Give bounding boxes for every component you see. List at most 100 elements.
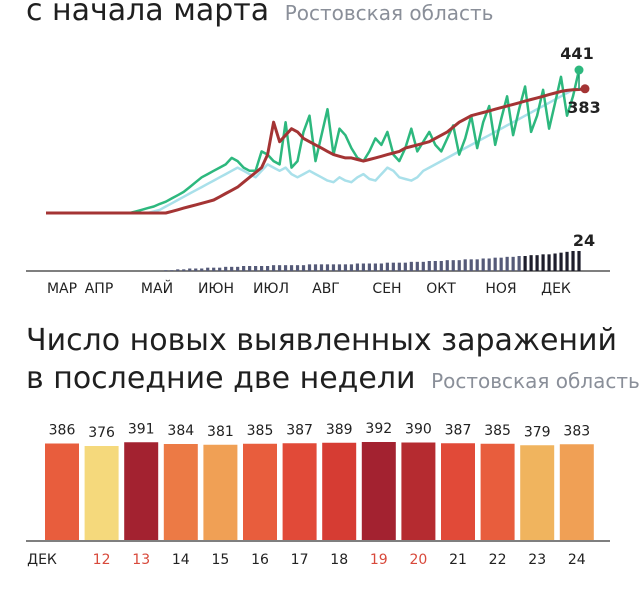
deaths-bar: [325, 264, 330, 271]
day-tick-label: 18: [330, 552, 348, 568]
deaths-bar: [188, 268, 192, 271]
deaths-bar: [511, 256, 515, 271]
month-tick-label: ДЕК: [541, 281, 571, 297]
day-tick-label: 21: [449, 552, 467, 568]
day-tick-label: 16: [251, 552, 269, 568]
chart1-title: с начала марта Ростовская область: [26, 0, 493, 30]
day-bar-value: 381: [207, 424, 234, 440]
month-tick-label: СЕН: [372, 281, 401, 297]
day-tick-label: 12: [93, 552, 111, 568]
cumulative-line-chart: 441 383 24 МАР АПР МАЙ ИЮН ИЮЛ АВГ СЕН ОКТ НОЯ ДЕК: [26, 44, 610, 297]
deaths-bar: [343, 264, 348, 271]
deaths-bar: [565, 251, 569, 271]
deaths-bar: [260, 266, 264, 271]
deaths-bar: [355, 263, 360, 271]
deaths-bar: [463, 259, 467, 271]
day-bar-value: 387: [445, 422, 472, 438]
day-bar: [45, 443, 79, 540]
day-bar: [441, 443, 475, 540]
deaths-bar: [373, 263, 377, 271]
day-tick-label: 19: [370, 552, 388, 568]
day-bar-value: 385: [484, 423, 511, 439]
deaths-bar: [182, 269, 186, 271]
month-tick-label: ОКТ: [426, 281, 456, 297]
chart2-title: Число новых выявленных заражений в после…: [26, 322, 640, 400]
cases-value-label: 383: [567, 98, 600, 117]
deaths-bar: [307, 264, 312, 271]
deaths-bar: [571, 251, 575, 271]
day-bar-value: 392: [365, 421, 392, 437]
day-bar: [84, 446, 119, 540]
day-tick-label: 15: [211, 552, 229, 568]
day-bar-value: 376: [88, 425, 115, 441]
deaths-bar: [176, 269, 180, 271]
deaths-bar: [517, 256, 521, 271]
deaths-bar: [403, 262, 407, 271]
deaths-bar: [427, 261, 431, 271]
day-bar: [124, 442, 159, 540]
recovered-end-point: [574, 65, 584, 75]
deaths-bar: [283, 265, 288, 271]
deaths-bar: [529, 255, 533, 271]
day-tick-label: 17: [291, 552, 309, 568]
deaths-bar: [236, 266, 240, 271]
deaths-bar: [535, 255, 539, 271]
deaths-bar: [271, 265, 276, 271]
deaths-bar: [523, 256, 527, 271]
deaths-bar: [487, 258, 491, 271]
deaths-bar: [415, 261, 419, 271]
month-tick-label: ИЮН: [198, 281, 234, 297]
deaths-bar: [385, 262, 389, 271]
deaths-bar: [559, 252, 563, 271]
day-tick-label: 14: [172, 552, 190, 568]
month-tick-label: НОЯ: [485, 281, 516, 297]
deaths-bar: [391, 262, 395, 271]
chart2-title-text: Число новых выявленных заражений в после…: [26, 323, 618, 396]
deaths-bar: [547, 254, 551, 271]
deaths-bar: [337, 264, 342, 271]
chart1-title-text: с начала марта: [26, 0, 270, 28]
deaths-bar: [499, 257, 503, 271]
month-tick-label: МАР: [47, 281, 77, 297]
deaths-bar: [200, 268, 204, 271]
day-bar-value: 385: [247, 423, 274, 439]
deaths-bar: [577, 251, 581, 271]
day-bar-value: 384: [167, 423, 194, 439]
day-bar: [520, 445, 555, 540]
deaths-bar: [367, 263, 371, 271]
day-bar-value: 383: [563, 423, 590, 439]
deaths-bar: [349, 264, 354, 271]
day-bar: [282, 443, 317, 540]
month-tick-label: МАЙ: [141, 279, 173, 297]
deaths-bar: [313, 264, 318, 271]
month-tick-label: АВГ: [312, 281, 340, 297]
deaths-bar: [361, 263, 366, 271]
deaths-bar: [421, 261, 425, 271]
day-bar: [361, 442, 396, 540]
daily-cases-average-line: [46, 87, 586, 215]
day-tick-label: 20: [409, 552, 427, 568]
deaths-bar: [541, 254, 545, 271]
deaths-value-label: 24: [573, 231, 595, 250]
day-bar: [322, 442, 357, 540]
month-tick-label: ИЮЛ: [253, 281, 289, 297]
deaths-bar: [439, 261, 443, 271]
chart1-region: Ростовская область: [284, 1, 494, 25]
deaths-bar: [505, 256, 509, 271]
chart2-region: Ростовская область: [431, 369, 640, 393]
day-bar-value: 387: [286, 422, 313, 438]
deaths-bar: [277, 265, 282, 271]
deaths-bar: [475, 259, 479, 271]
day-bar-value: 390: [405, 422, 432, 438]
day-tick-label: 23: [528, 552, 546, 568]
day-tick-label: 13: [132, 552, 150, 568]
day-bar: [401, 442, 436, 540]
deaths-bar: [289, 265, 294, 271]
deaths-bar: [254, 266, 258, 271]
deaths-bar: [433, 261, 437, 271]
deaths-bar: [265, 266, 270, 271]
day-bar: [203, 444, 238, 540]
deaths-bar: [481, 258, 485, 271]
day-bar: [559, 444, 594, 540]
